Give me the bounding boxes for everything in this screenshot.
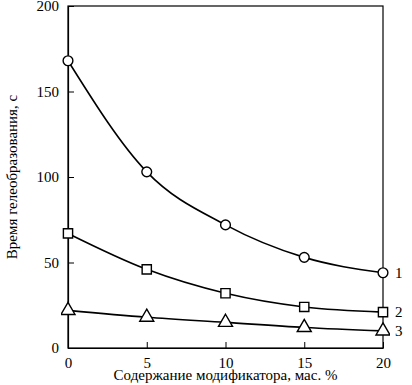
series-marker <box>300 302 309 311</box>
series-line <box>68 310 383 331</box>
series-label: 3 <box>395 323 403 339</box>
y-tick-mark <box>68 177 74 178</box>
x-axis-line <box>69 348 384 349</box>
series-marker <box>63 229 72 238</box>
series-label: 2 <box>395 304 403 320</box>
series-group <box>61 56 390 335</box>
x-tick-label: 0 <box>65 355 73 371</box>
series-marker <box>221 220 231 230</box>
x-tick: 20 <box>376 342 391 371</box>
series-marker <box>63 56 73 66</box>
chart: 05101520050100150200Содержание модификат… <box>0 0 412 385</box>
y-axis-title: Время гелеобразования, с <box>4 94 20 259</box>
series-marker <box>61 302 75 314</box>
plot: 05101520050100150200 <box>37 0 392 371</box>
x-tick-mark <box>383 342 384 348</box>
y-tick: 50 <box>44 255 74 271</box>
series-marker <box>297 319 311 331</box>
y-tick-label: 150 <box>37 84 60 100</box>
series-marker <box>299 252 309 262</box>
series-marker <box>218 314 232 326</box>
x-tick-label: 20 <box>376 355 391 371</box>
y-tick-label: 200 <box>37 0 60 14</box>
y-tick: 100 <box>37 169 75 185</box>
y-tick-label: 100 <box>37 169 60 185</box>
y-tick-mark <box>68 6 74 7</box>
plot-frame <box>68 6 383 348</box>
series-marker <box>221 289 230 298</box>
y-tick: 200 <box>37 0 75 14</box>
y-tick-label: 0 <box>52 340 60 356</box>
x-axis-title: Содержание модификатора, мас. % <box>114 367 338 383</box>
series-marker <box>142 265 151 274</box>
series-line <box>68 61 383 273</box>
series-marker <box>376 323 390 335</box>
x-tick-mark <box>304 342 305 348</box>
series-marker <box>142 167 152 177</box>
series-marker <box>140 309 154 321</box>
x-tick-mark <box>147 342 148 348</box>
y-tick-label: 50 <box>44 255 59 271</box>
y-tick-mark <box>68 348 74 349</box>
y-tick-mark <box>68 92 74 93</box>
y-tick: 0 <box>52 340 75 356</box>
x-tick-mark <box>226 342 227 348</box>
series-marker <box>378 307 387 316</box>
series-line <box>68 233 383 312</box>
y-tick: 150 <box>37 84 75 100</box>
series-label: 1 <box>395 265 403 281</box>
y-tick-mark <box>68 263 74 264</box>
series-marker <box>378 268 388 278</box>
